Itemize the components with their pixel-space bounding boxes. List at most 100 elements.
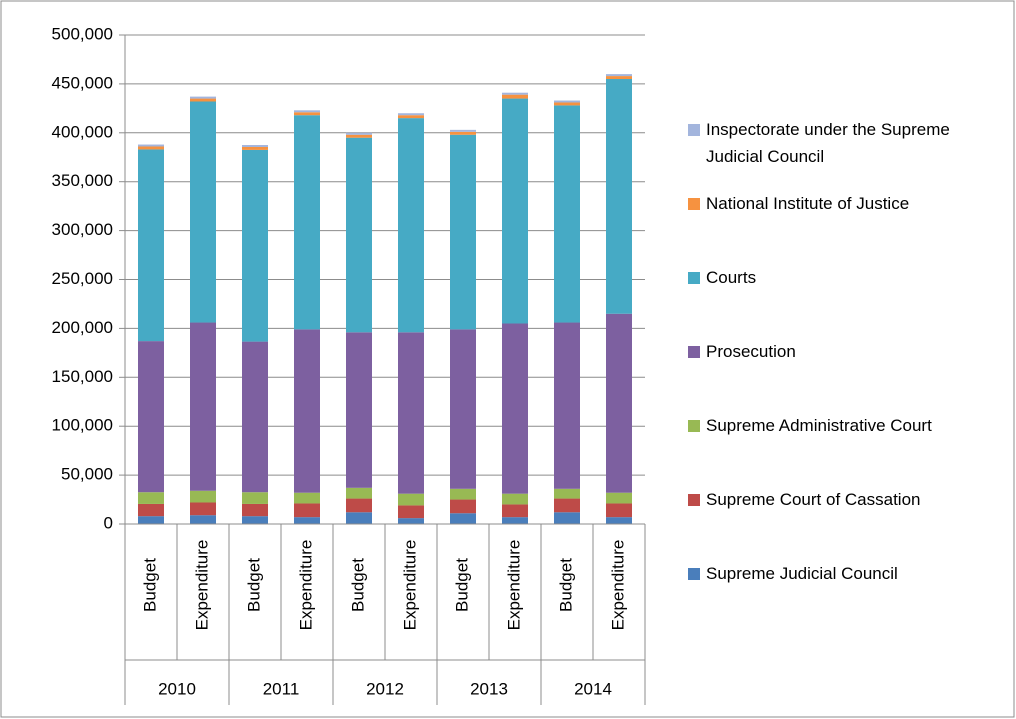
bar-segment	[554, 100, 580, 103]
bar-segment	[606, 79, 632, 314]
bar-segment	[502, 504, 528, 518]
bar-segment	[190, 322, 216, 491]
y-tick-label: 0	[104, 513, 113, 532]
bar-segment	[502, 94, 528, 99]
bar-segment	[190, 96, 216, 99]
bar-segment	[242, 145, 268, 147]
legend-item: National Institute of Justice	[688, 190, 988, 217]
bar-segment	[138, 492, 164, 504]
x-tick-label: Budget	[140, 558, 159, 612]
bar-segment	[346, 132, 372, 135]
bar-segment	[450, 499, 476, 514]
bar-segment	[606, 313, 632, 493]
bar-segment	[190, 502, 216, 516]
bar-segment	[502, 92, 528, 95]
legend-swatch	[688, 124, 700, 136]
legend-swatch	[688, 494, 700, 506]
bar-segment	[606, 74, 632, 77]
legend-label: Supreme Judicial Council	[706, 564, 898, 583]
legend-swatch	[688, 568, 700, 580]
bar-segment	[554, 498, 580, 513]
y-tick-label: 150,000	[52, 367, 113, 386]
bar-segment	[294, 492, 320, 504]
bar-segment	[554, 488, 580, 499]
bar-segment	[606, 503, 632, 518]
bar-segment	[450, 488, 476, 500]
bar-segment	[242, 146, 268, 150]
bar-segment	[242, 516, 268, 524]
x-tick-label: Expenditure	[504, 540, 523, 631]
bar-segment	[346, 487, 372, 499]
bar-segment	[450, 513, 476, 524]
bar-segment	[554, 102, 580, 106]
bar-segment	[294, 329, 320, 493]
legend-label: Supreme Administrative Court	[706, 416, 932, 435]
bar-segment	[190, 101, 216, 323]
legend-item: Supreme Court of Cassation	[688, 486, 988, 513]
bar-segment	[242, 149, 268, 342]
bar-segment	[398, 332, 424, 494]
bar-segment	[190, 490, 216, 503]
legend-label: Courts	[706, 268, 757, 287]
bar-segment	[554, 512, 580, 524]
legend-swatch	[688, 198, 700, 210]
legend-label: Prosecution	[706, 342, 796, 361]
x-tick-label: Expenditure	[296, 540, 315, 631]
bar-segment	[398, 113, 424, 116]
bar-segment	[398, 505, 424, 519]
x-tick-label: Expenditure	[608, 540, 627, 631]
bar-segment	[294, 110, 320, 113]
bar-segment	[294, 112, 320, 116]
x-tick-label: Expenditure	[192, 540, 211, 631]
bar-segment	[398, 518, 424, 524]
bar-segment	[138, 144, 164, 147]
bar-segment	[138, 149, 164, 342]
y-tick-label: 300,000	[52, 220, 113, 239]
bar-segment	[294, 115, 320, 330]
bar-segment	[398, 118, 424, 333]
x-tick-label: Budget	[244, 558, 263, 612]
bar-segment	[190, 515, 216, 524]
bar-segment	[450, 131, 476, 135]
y-tick-label: 400,000	[52, 122, 113, 141]
legend-label: National Institute of Justice	[706, 194, 910, 213]
bar-segment	[450, 129, 476, 132]
legend-item: Supreme Judicial Council	[688, 560, 988, 587]
bar-segment	[242, 492, 268, 504]
legend-item: Inspectorate under the Supreme Judicial …	[688, 116, 988, 170]
y-tick-label: 250,000	[52, 269, 113, 288]
group-label: 2013	[470, 679, 508, 698]
bar-segment	[346, 134, 372, 138]
bar-segment	[346, 137, 372, 333]
y-tick-label: 200,000	[52, 318, 113, 337]
bar-segment	[502, 323, 528, 494]
bar-segment	[242, 503, 268, 517]
y-tick-label: 50,000	[61, 465, 113, 484]
group-label: 2010	[158, 679, 196, 698]
y-tick-label: 100,000	[52, 416, 113, 435]
bar-segment	[450, 134, 476, 330]
bar-segment	[554, 105, 580, 323]
legend-label: Supreme Court of Cassation	[706, 490, 921, 509]
y-tick-label: 450,000	[52, 73, 113, 92]
bar-segment	[606, 76, 632, 80]
bar-segment	[606, 492, 632, 504]
bar-segment	[398, 493, 424, 506]
bar-segment	[138, 341, 164, 493]
legend-item: Courts	[688, 264, 988, 291]
bar-segment	[502, 517, 528, 524]
bar-segment	[138, 503, 164, 517]
bar-segment	[294, 503, 320, 518]
x-tick-label: Budget	[348, 558, 367, 612]
x-tick-label: Budget	[452, 558, 471, 612]
bar-segment	[138, 516, 164, 524]
legend-swatch	[688, 420, 700, 432]
legend-label: Inspectorate under the Supreme Judicial …	[706, 120, 950, 166]
group-label: 2012	[366, 679, 404, 698]
bar-segment	[294, 517, 320, 524]
bar-segment	[502, 98, 528, 324]
bar-segment	[138, 146, 164, 150]
bar-segment	[450, 329, 476, 489]
